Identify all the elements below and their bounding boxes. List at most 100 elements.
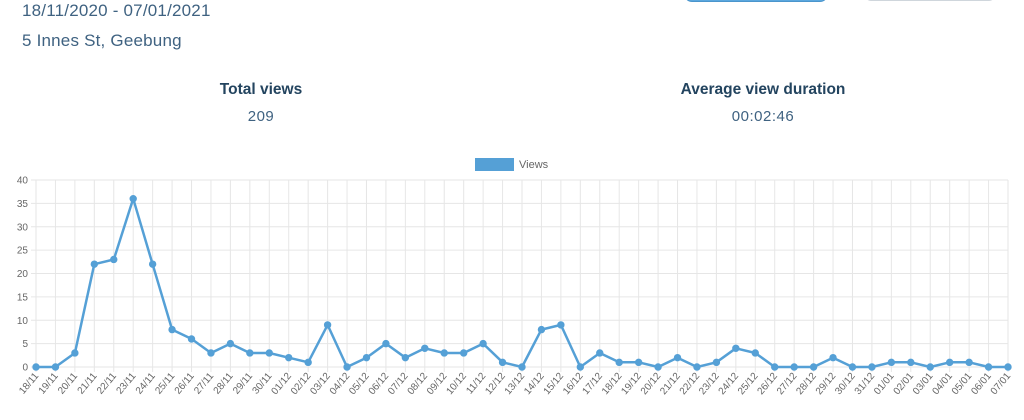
x-tick-label: 06/01 [969,371,994,398]
data-point[interactable] [634,358,643,367]
data-point[interactable] [479,339,487,348]
data-point[interactable] [907,358,915,367]
data-point[interactable] [421,344,429,353]
x-tick-label: 26/12 [756,371,781,398]
data-point[interactable] [945,358,954,367]
data-point[interactable] [518,363,526,371]
chart-legend[interactable]: Views [475,158,549,171]
x-tick-label: 19/11 [37,371,61,397]
data-point[interactable] [771,363,779,371]
x-tick-label: 07/01 [989,371,1014,398]
data-point[interactable] [110,255,118,264]
x-tick-label: 24/12 [717,371,742,398]
data-point[interactable] [498,358,507,367]
x-tick-label: 23/12 [697,371,722,398]
x-tick-label: 28/12 [794,371,819,398]
data-point[interactable] [751,349,759,357]
data-point[interactable] [90,260,99,268]
y-tick-label: 10 [17,316,29,327]
data-point[interactable] [887,358,896,367]
data-point[interactable] [615,358,623,367]
y-tick-label: 20 [17,269,29,280]
average-duration-label: Average view duration [680,81,846,98]
y-tick-label: 30 [17,222,29,233]
data-point[interactable] [51,363,60,371]
x-tick-label: 30/12 [833,371,858,398]
x-tick-label: 18/11 [17,371,41,397]
x-tick-label: 07/12 [386,371,411,398]
x-tick-label: 29/11 [231,371,255,397]
data-point[interactable] [304,358,312,367]
data-point[interactable] [285,353,293,362]
x-tick-label: 04/01 [930,371,955,398]
data-point[interactable] [809,363,818,371]
data-point[interactable] [1004,363,1012,371]
data-point[interactable] [440,349,448,357]
x-tick-label: 09/12 [425,371,450,398]
data-point[interactable] [576,363,585,371]
data-point[interactable] [187,335,196,343]
data-point[interactable] [246,349,254,357]
x-tick-label: 04/12 [328,371,353,398]
data-point[interactable] [984,363,993,371]
x-tick-label: 14/12 [522,371,547,398]
x-tick-label: 22/12 [678,371,703,398]
x-tick-label: 02/12 [289,371,314,398]
data-point[interactable] [401,353,410,362]
x-tick-label: 24/11 [134,371,158,397]
x-tick-label: 27/11 [192,371,216,397]
data-point[interactable] [382,339,390,348]
data-point[interactable] [226,339,235,348]
x-tick-label: 18/12 [600,371,625,398]
data-point[interactable] [207,349,215,357]
x-tick-label: 20/11 [56,371,80,397]
x-tick-label: 25/12 [736,371,761,398]
x-tick-label: 08/12 [406,371,431,398]
legend-swatch [475,158,514,171]
data-point[interactable] [673,353,682,362]
data-point[interactable] [596,349,604,357]
data-point[interactable] [926,363,934,371]
x-tick-label: 16/12 [561,371,586,398]
y-axis: 0 5 10 15 20 25 30 35 40 [17,176,29,374]
data-point[interactable] [459,349,468,357]
data-point[interactable] [343,363,351,371]
data-point[interactable] [362,353,371,362]
primary-action-button[interactable] [684,0,828,2]
y-tick-label: 35 [17,199,29,210]
y-tick-label: 40 [17,176,29,187]
data-point[interactable] [148,260,157,268]
data-point[interactable] [168,325,176,334]
total-views-label: Total views [219,81,303,98]
data-point[interactable] [557,321,565,329]
data-point[interactable] [732,344,740,353]
views-series [32,195,1012,371]
data-point[interactable] [848,363,857,371]
x-tick-label: 25/11 [153,371,177,397]
x-tick-label: 01/12 [270,371,295,398]
secondary-action-button[interactable] [865,0,995,1]
data-point[interactable] [965,358,973,367]
data-point[interactable] [265,349,273,357]
x-tick-label: 12/12 [483,371,508,398]
total-views-stat: Total views 209 [111,81,411,125]
data-point[interactable] [654,363,662,371]
x-tick-label: 10/12 [444,371,469,398]
data-point[interactable] [537,325,546,334]
data-point[interactable] [71,349,79,357]
chart-grid [31,179,1009,372]
y-tick-label: 0 [22,363,28,374]
x-tick-label: 05/12 [347,371,372,398]
data-point[interactable] [323,321,332,329]
data-point[interactable] [129,195,137,203]
x-tick-label: 02/01 [892,371,917,398]
data-point[interactable] [829,353,837,362]
data-point[interactable] [712,358,721,367]
x-tick-label: 05/01 [950,371,975,398]
data-point[interactable] [693,363,701,371]
data-point[interactable] [868,363,876,371]
data-point[interactable] [32,363,40,371]
data-point[interactable] [790,363,798,371]
x-tick-label: 31/12 [853,371,878,398]
